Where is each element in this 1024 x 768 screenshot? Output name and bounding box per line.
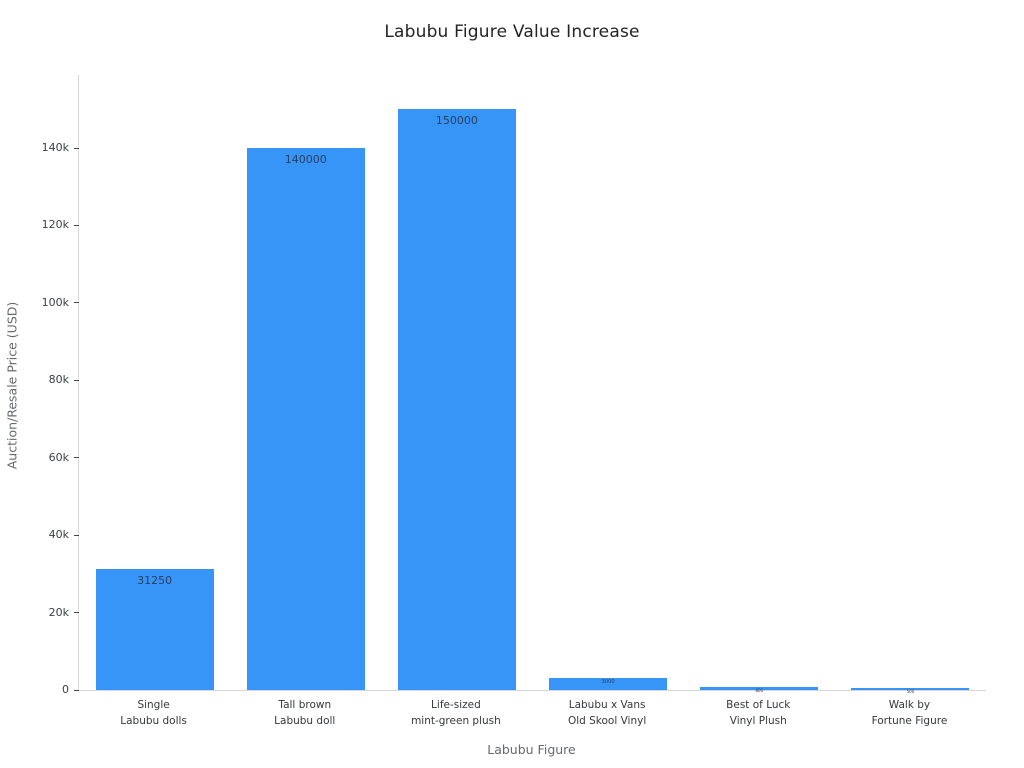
y-tick-mark [74, 224, 79, 226]
x-tick-label-line: Walk by [888, 699, 931, 711]
bar-value-label: 3000 [601, 679, 615, 686]
y-tick-mark [74, 689, 79, 691]
y-tick-label: 20k [48, 605, 69, 619]
y-tick-label: 140k [41, 141, 69, 154]
bar-slot: 150000 [381, 75, 532, 690]
x-axis-tick-labels: Single Labubu dolls Tall brown Labubu doll L… [78, 697, 985, 729]
y-tick-label: 80k [48, 373, 69, 387]
plot-area: 0 20k 40k 60k 80k 100k 120k 140k 31250 140000 150… [42, 75, 986, 696]
y-axis-title: Auction/Resale Price (USD) [4, 301, 20, 470]
bar-slot: 800 [684, 75, 835, 693]
x-tick-label-line: Best of Luck [726, 699, 791, 711]
y-tick-label: 100k [41, 295, 69, 309]
bar-slot: 140000 [230, 75, 381, 690]
y-tick-label: 60k [48, 450, 69, 464]
x-tick-label-line: Fortune Figure [871, 715, 948, 727]
x-tick-label-line: Tall brown [278, 699, 332, 711]
bar[interactable]: 150000 [397, 109, 516, 690]
y-tick-mark [74, 379, 79, 381]
bars-container: 31250 140000 150000 3000 800 500 [79, 75, 986, 694]
x-tick-label: Tall brown Labubu doll [229, 697, 380, 729]
bar-value-label: 140000 [284, 153, 327, 166]
y-tick-mark [74, 612, 79, 614]
x-tick-label-line: Labubu doll [274, 715, 336, 727]
y-tick-mark [74, 457, 79, 459]
y-tick-label: 0 [62, 683, 69, 696]
y-tick-mark [74, 534, 79, 536]
x-tick-label-line: Vinyl Plush [729, 715, 787, 727]
x-tick-label-line: Old Skool Vinyl [567, 715, 647, 727]
x-tick-label-line: Life-sized [431, 699, 481, 711]
y-tick-mark [74, 147, 79, 149]
x-tick-label: Single Labubu dolls [78, 697, 229, 729]
bar-value-label: 31250 [137, 574, 173, 588]
x-tick-label-line: Labubu x Vans [568, 699, 646, 711]
bar-value-label: 800 [755, 687, 764, 693]
x-tick-label: Walk by Fortune Figure [834, 697, 985, 729]
bar-slot: 500 [835, 75, 986, 694]
bar-value-label: 500 [906, 689, 915, 695]
x-tick-label: Life-sized mint-green plush [380, 697, 531, 729]
x-tick-label: Best of Luck Vinyl Plush [683, 697, 834, 729]
bar-slot: 31250 [79, 75, 230, 690]
chart-title: Labubu Figure Value Increase [384, 22, 640, 42]
x-axis-title: Labubu Figure [487, 742, 576, 757]
x-tick-label: Labubu x Vans Old Skool Vinyl [532, 697, 683, 729]
y-tick-label: 40k [48, 528, 69, 542]
x-tick-label-line: Single [137, 699, 170, 711]
bar-value-label: 150000 [435, 114, 478, 128]
y-tick-label: 120k [41, 218, 69, 232]
bar[interactable]: 800 [700, 686, 819, 693]
y-tick-mark [74, 302, 79, 304]
bar[interactable]: 500 [851, 688, 970, 694]
bar[interactable]: 140000 [246, 148, 365, 690]
bar[interactable]: 31250 [95, 569, 214, 690]
bar[interactable]: 3000 [549, 678, 668, 690]
bar-slot: 3000 [533, 75, 684, 690]
x-tick-label-line: Labubu dolls [120, 715, 187, 727]
x-tick-label-line: mint-green plush [411, 715, 501, 727]
